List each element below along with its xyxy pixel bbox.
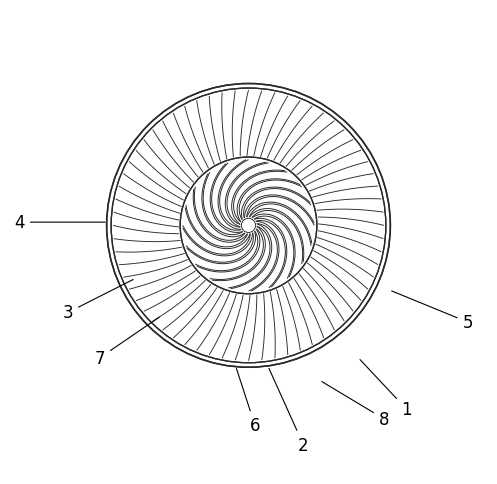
Circle shape [180, 158, 317, 294]
Text: 4: 4 [14, 214, 105, 232]
Text: 1: 1 [360, 360, 412, 418]
Text: 6: 6 [237, 369, 260, 434]
Circle shape [180, 158, 317, 294]
Circle shape [242, 219, 255, 233]
Text: 8: 8 [322, 382, 389, 428]
Text: 5: 5 [392, 291, 473, 332]
Text: 7: 7 [95, 318, 159, 367]
Text: 3: 3 [63, 280, 133, 322]
Text: 2: 2 [269, 369, 309, 454]
Circle shape [111, 89, 386, 363]
